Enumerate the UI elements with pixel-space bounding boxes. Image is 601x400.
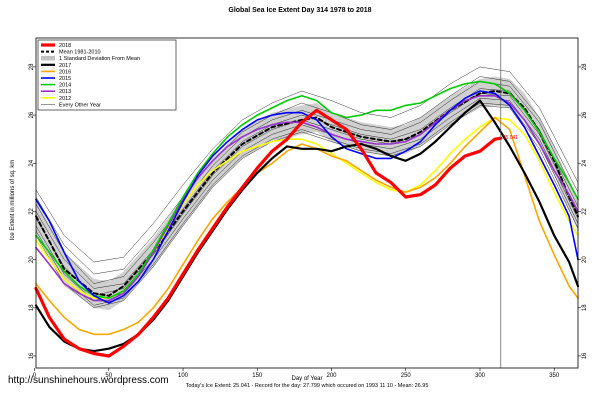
- legend-label: 2017: [59, 63, 71, 69]
- plot-frame: [35, 37, 579, 369]
- legend-label: 2013: [59, 89, 71, 95]
- footer-summary: Today's Ice Extent: 25.041 - Record for …: [186, 383, 429, 389]
- x-tick-label: 100: [178, 373, 189, 379]
- x-tick-label: 200: [326, 373, 337, 379]
- legend-label: 2012: [59, 96, 71, 102]
- x-tick-label: 0: [33, 373, 37, 379]
- x-tick-label: 50: [105, 373, 112, 379]
- y-tick-label: 16: [29, 352, 35, 359]
- x-tick-label: 300: [475, 373, 486, 379]
- x-tick-label: 250: [401, 373, 412, 379]
- y-tick-label: 26: [29, 111, 35, 118]
- source-url: http://sunshinehours.wordpress.com: [8, 375, 169, 386]
- legend-label: 2018: [59, 43, 71, 49]
- legend-label: 2014: [59, 83, 71, 89]
- y-tick-label-right: 26: [582, 111, 588, 118]
- legend-label: 2015: [59, 76, 71, 82]
- y-tick-label: 22: [29, 207, 35, 214]
- series-line-2018: [34, 108, 503, 358]
- y-tick-label: 18: [29, 304, 35, 311]
- y-tick-label: 24: [29, 159, 35, 166]
- y-tick-label: 20: [29, 256, 35, 263]
- other-year-line: [35, 105, 579, 309]
- chart-title: Global Sea Ice Extent Day 314 1978 to 20…: [228, 7, 371, 14]
- other-year-line: [35, 76, 579, 275]
- series-line-2014: [35, 80, 579, 299]
- y-axis-label: Ice Extent in millions of sq. km: [10, 160, 16, 241]
- legend-label: 2016: [59, 69, 71, 75]
- x-tick-label: 150: [252, 373, 263, 379]
- legend-label: Every Other Year: [59, 102, 101, 108]
- legend-box: [37, 39, 177, 111]
- y-tick-label-right: 18: [582, 304, 588, 311]
- series-line-2013: [35, 95, 579, 302]
- axes: 0 50 100 150 200 250 300 350 16 16 18 18 20 20 22 22 24 2…: [29, 37, 588, 379]
- y-tick-label-right: 28: [582, 63, 588, 70]
- y-tick-label: 28: [29, 63, 35, 70]
- legend-label: 1 Standard Deviation From Mean: [59, 56, 140, 62]
- other-year-line: [35, 88, 579, 289]
- y-tick-label-right: 22: [582, 207, 588, 214]
- x-tick-label: 350: [549, 373, 560, 379]
- other-year-line: [35, 66, 579, 263]
- other-year-line: [35, 102, 579, 306]
- y-tick-label-right: 24: [582, 159, 588, 166]
- y-tick-label-right: 16: [582, 352, 588, 359]
- y-tick-label-right: 20: [582, 256, 588, 263]
- current-value-label: 25.041: [503, 135, 519, 141]
- legend-label: Mean 1981-2010: [59, 50, 101, 56]
- x-axis-label: Day of Year: [291, 376, 322, 382]
- plot-area: 25.041: [34, 38, 580, 368]
